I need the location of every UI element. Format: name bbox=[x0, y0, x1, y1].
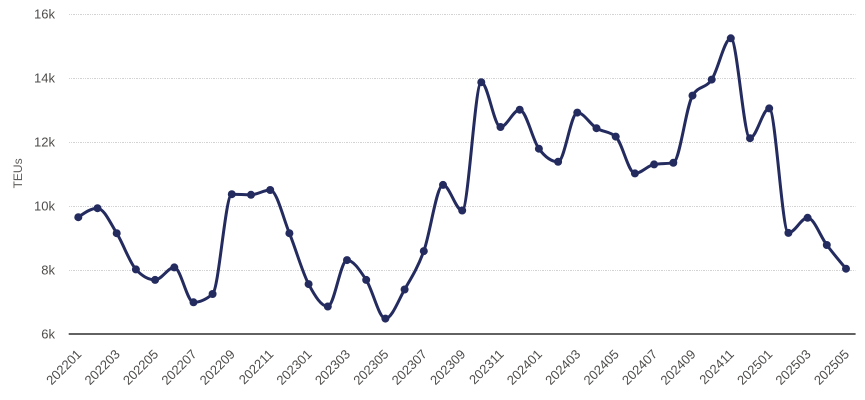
svg-text:202407: 202407 bbox=[619, 347, 660, 388]
svg-text:14k: 14k bbox=[34, 71, 55, 86]
svg-text:12k: 12k bbox=[34, 135, 55, 150]
svg-text:8k: 8k bbox=[41, 263, 55, 278]
svg-text:10k: 10k bbox=[34, 199, 55, 214]
svg-text:202301: 202301 bbox=[273, 347, 314, 388]
svg-text:202205: 202205 bbox=[120, 347, 161, 388]
svg-text:202505: 202505 bbox=[811, 347, 852, 388]
svg-text:202203: 202203 bbox=[82, 347, 123, 388]
svg-text:202401: 202401 bbox=[504, 347, 545, 388]
svg-text:202403: 202403 bbox=[542, 347, 583, 388]
svg-text:202503: 202503 bbox=[772, 347, 813, 388]
svg-text:TEUs: TEUs bbox=[11, 158, 25, 188]
svg-text:16k: 16k bbox=[34, 7, 55, 22]
svg-text:202305: 202305 bbox=[350, 347, 391, 388]
svg-text:202201: 202201 bbox=[43, 347, 84, 388]
svg-text:202207: 202207 bbox=[158, 347, 199, 388]
svg-text:6k: 6k bbox=[41, 327, 55, 342]
svg-text:202409: 202409 bbox=[657, 347, 698, 388]
svg-text:202411: 202411 bbox=[696, 347, 737, 388]
svg-text:202209: 202209 bbox=[197, 347, 238, 388]
svg-text:202307: 202307 bbox=[389, 347, 430, 388]
svg-text:202311: 202311 bbox=[466, 347, 507, 388]
svg-text:202405: 202405 bbox=[581, 347, 622, 388]
svg-text:202303: 202303 bbox=[312, 347, 353, 388]
svg-text:202309: 202309 bbox=[427, 347, 468, 388]
svg-text:202501: 202501 bbox=[734, 347, 775, 388]
svg-text:202211: 202211 bbox=[236, 347, 277, 388]
